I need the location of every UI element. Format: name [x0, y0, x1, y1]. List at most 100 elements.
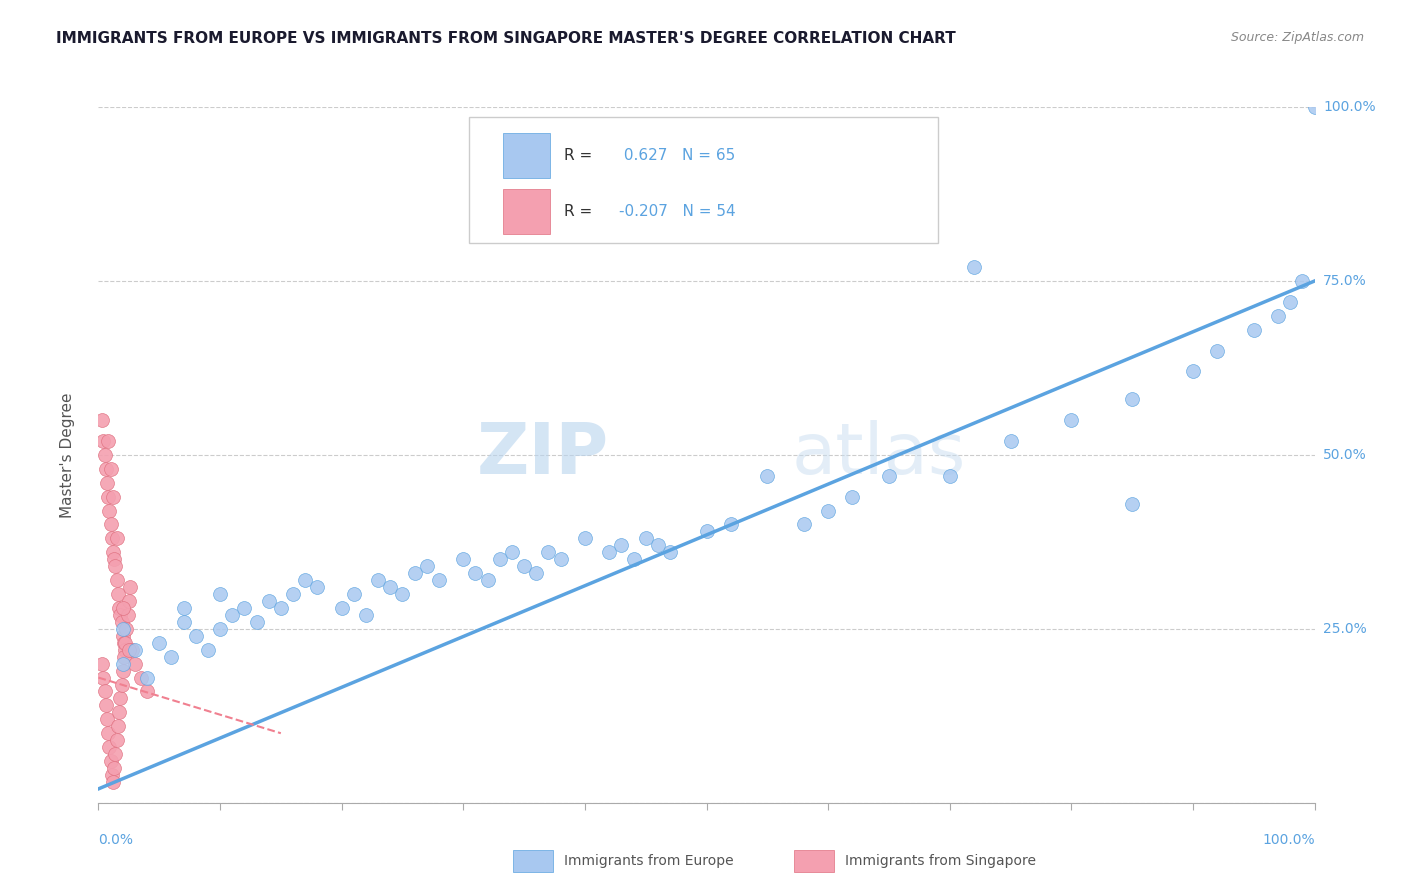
Point	[108, 706, 131, 720]
Point	[841, 490, 863, 504]
Text: 0.0%: 0.0%	[98, 833, 134, 847]
Point	[659, 545, 682, 559]
Point	[427, 573, 450, 587]
Point	[91, 434, 114, 448]
Point	[110, 691, 132, 706]
Point	[380, 580, 402, 594]
Point	[877, 468, 900, 483]
Point	[939, 468, 962, 483]
Point	[270, 601, 292, 615]
FancyBboxPatch shape	[470, 118, 938, 243]
Point	[550, 552, 572, 566]
Point	[501, 545, 523, 559]
Point	[793, 517, 815, 532]
Point	[537, 545, 560, 559]
Point	[101, 490, 124, 504]
Point	[100, 462, 122, 476]
Point	[114, 636, 136, 650]
Point	[524, 566, 547, 581]
Point	[720, 517, 742, 532]
Point	[173, 615, 195, 629]
Point	[105, 573, 128, 587]
Point	[108, 601, 131, 615]
Point	[101, 545, 124, 559]
Point	[1000, 434, 1022, 448]
Bar	[503, 188, 550, 234]
Point	[233, 601, 256, 615]
Point	[610, 538, 633, 552]
Point	[100, 517, 122, 532]
Text: 100.0%: 100.0%	[1323, 100, 1375, 114]
Point	[121, 642, 143, 657]
Point	[354, 607, 377, 622]
Point	[184, 629, 207, 643]
Text: R =: R =	[564, 203, 598, 219]
Point	[136, 671, 159, 685]
Point	[111, 629, 134, 643]
Point	[91, 657, 114, 671]
Text: 0.627   N = 65: 0.627 N = 65	[619, 148, 735, 163]
Point	[1060, 413, 1083, 427]
Point	[1182, 364, 1205, 378]
Point	[96, 712, 118, 726]
Point	[294, 573, 316, 587]
Point	[94, 462, 117, 476]
Text: ZIP: ZIP	[477, 420, 609, 490]
Point	[100, 754, 122, 768]
Text: atlas: atlas	[792, 420, 966, 490]
Point	[391, 587, 413, 601]
Point	[623, 552, 645, 566]
Point	[598, 545, 620, 559]
Point	[91, 413, 114, 427]
Point	[209, 622, 232, 636]
Point	[404, 566, 426, 581]
Point	[115, 622, 138, 636]
Point	[97, 726, 120, 740]
Point	[103, 761, 125, 775]
Text: Source: ZipAtlas.com: Source: ZipAtlas.com	[1230, 31, 1364, 45]
Point	[756, 468, 779, 483]
Point	[488, 552, 510, 566]
Point	[1267, 309, 1289, 323]
Point	[281, 587, 304, 601]
Point	[118, 642, 141, 657]
Point	[173, 601, 195, 615]
Text: 75.0%: 75.0%	[1323, 274, 1367, 288]
Point	[103, 552, 125, 566]
Point	[104, 559, 127, 574]
Point	[307, 580, 329, 594]
Point	[110, 615, 132, 629]
Point	[101, 768, 124, 782]
Point	[1206, 343, 1229, 358]
Point	[101, 775, 124, 789]
Point	[574, 532, 596, 546]
Text: 100.0%: 100.0%	[1263, 833, 1315, 847]
Point	[111, 664, 134, 678]
Point	[93, 684, 115, 698]
Point	[110, 607, 132, 622]
Text: Immigrants from Singapore: Immigrants from Singapore	[845, 855, 1036, 868]
Point	[114, 642, 136, 657]
Point	[98, 503, 121, 517]
Point	[97, 490, 120, 504]
Point	[257, 594, 280, 608]
Point	[330, 601, 353, 615]
Point	[104, 747, 127, 761]
Bar	[503, 133, 550, 178]
Point	[129, 671, 152, 685]
Point	[91, 671, 114, 685]
Text: IMMIGRANTS FROM EUROPE VS IMMIGRANTS FROM SINGAPORE MASTER'S DEGREE CORRELATION : IMMIGRANTS FROM EUROPE VS IMMIGRANTS FRO…	[56, 31, 956, 46]
Point	[101, 532, 124, 546]
Point	[343, 587, 366, 601]
Point	[111, 657, 134, 671]
Point	[647, 538, 669, 552]
Point	[696, 524, 718, 539]
Point	[221, 607, 243, 622]
Point	[118, 580, 141, 594]
Point	[124, 657, 146, 671]
Point	[245, 615, 267, 629]
Point	[416, 559, 439, 574]
Point	[98, 740, 121, 755]
Point	[93, 448, 115, 462]
Point	[1121, 392, 1143, 407]
